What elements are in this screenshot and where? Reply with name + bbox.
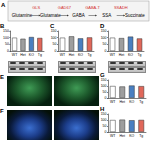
svg-text:C: C: [50, 23, 55, 29]
svg-text:KO: KO: [29, 53, 34, 57]
svg-text:150: 150: [101, 29, 107, 33]
svg-text:WT: WT: [12, 53, 18, 57]
html-text:F: F: [0, 108, 4, 114]
svg-text:100: 100: [101, 118, 107, 122]
svg-text:Het: Het: [120, 134, 125, 138]
svg-text:100: 100: [101, 84, 107, 88]
svg-text:WT: WT: [110, 100, 116, 104]
svg-text:KO: KO: [129, 100, 134, 104]
svg-text:Tg: Tg: [87, 53, 91, 57]
html-text:E: E: [0, 74, 4, 80]
svg-text:150: 150: [3, 29, 9, 33]
svg-text:Glutamate: Glutamate: [40, 13, 61, 18]
svg-text:WT: WT: [110, 53, 116, 57]
svg-text:0: 0: [105, 96, 107, 100]
svg-text:0: 0: [105, 49, 107, 53]
svg-text:WT: WT: [60, 53, 66, 57]
svg-text:WT: WT: [110, 134, 116, 138]
svg-text:Glutamine: Glutamine: [12, 13, 33, 18]
svg-text:Het: Het: [20, 53, 25, 57]
svg-text:SSA: SSA: [102, 13, 111, 18]
svg-text:150: 150: [51, 29, 57, 33]
svg-text:50: 50: [103, 124, 107, 128]
svg-text:D: D: [100, 23, 105, 29]
svg-text:150: 150: [101, 112, 107, 116]
svg-text:0: 0: [7, 49, 9, 53]
svg-text:50: 50: [5, 42, 9, 46]
svg-text:Tg: Tg: [139, 134, 143, 138]
svg-text:GLS: GLS: [32, 5, 40, 10]
svg-text:GABA-T: GABA-T: [85, 5, 100, 10]
svg-text:50: 50: [103, 90, 107, 94]
svg-text:Het: Het: [119, 53, 124, 57]
svg-text:100: 100: [51, 36, 57, 40]
svg-text:0: 0: [55, 49, 57, 53]
svg-text:100: 100: [3, 36, 9, 40]
svg-text:0: 0: [105, 130, 107, 134]
svg-text:Het: Het: [69, 53, 74, 57]
svg-text:B: B: [0, 23, 5, 29]
svg-text:150: 150: [101, 78, 107, 82]
svg-text:Tg: Tg: [139, 100, 143, 104]
svg-text:G: G: [100, 72, 105, 78]
svg-text:KO: KO: [129, 134, 134, 138]
svg-text:KO: KO: [78, 53, 83, 57]
svg-text:Tg: Tg: [38, 53, 42, 57]
svg-text:H: H: [100, 106, 104, 112]
svg-text:100: 100: [101, 36, 107, 40]
svg-text:KO: KO: [128, 53, 133, 57]
svg-text:GABA: GABA: [72, 13, 85, 18]
svg-text:50: 50: [53, 42, 57, 46]
svg-text:Tg: Tg: [137, 53, 141, 57]
svg-text:50: 50: [103, 42, 107, 46]
svg-text:GAD67: GAD67: [58, 5, 72, 10]
svg-text:A: A: [1, 2, 6, 8]
svg-text:Succinate: Succinate: [125, 13, 145, 18]
svg-text:Het: Het: [120, 100, 125, 104]
svg-text:SSADH: SSADH: [114, 5, 128, 10]
